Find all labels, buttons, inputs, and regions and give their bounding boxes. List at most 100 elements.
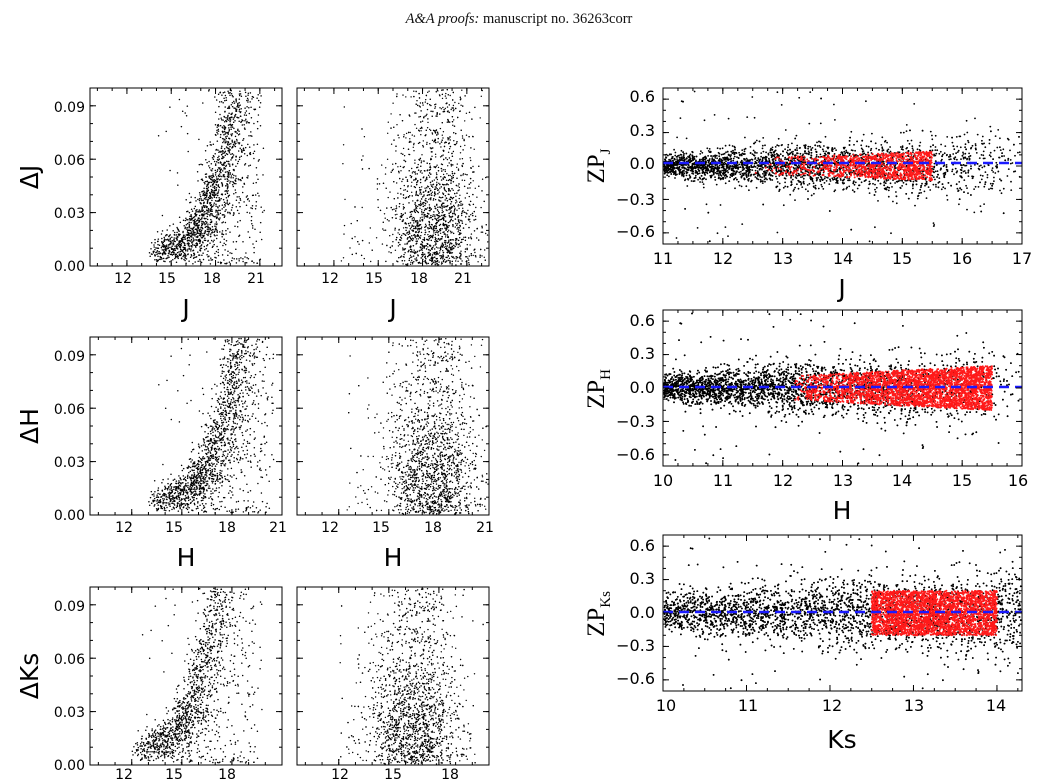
data-point [441, 90, 442, 91]
data-point [459, 187, 460, 188]
data-point [445, 93, 446, 94]
data-point [246, 484, 248, 486]
data-point [263, 358, 265, 360]
data-point [412, 134, 413, 135]
data-point [417, 220, 418, 221]
data-point [364, 136, 365, 137]
data-point [438, 264, 439, 265]
data-point [196, 211, 198, 213]
data-point [206, 192, 208, 194]
data-point [231, 437, 233, 439]
data-point [252, 195, 254, 197]
data-point [204, 249, 206, 251]
data-point [462, 166, 463, 167]
data-point [404, 223, 405, 224]
data-point [439, 107, 440, 108]
data-point [393, 139, 394, 140]
data-point [224, 202, 226, 204]
data-point [260, 206, 262, 208]
data-point [201, 222, 203, 224]
data-point [238, 385, 240, 387]
data-point [413, 238, 414, 239]
data-point [252, 511, 254, 513]
data-point [252, 208, 254, 210]
data-point [436, 134, 437, 135]
data-point [434, 241, 435, 242]
data-point [458, 215, 459, 216]
data-point [156, 260, 158, 262]
data-point [344, 106, 345, 107]
data-point [208, 255, 210, 257]
data-point [215, 211, 217, 213]
data-point [176, 232, 178, 234]
data-point [183, 225, 185, 227]
data-point [218, 162, 220, 164]
data-point [401, 215, 402, 216]
data-point [226, 165, 228, 167]
data-point [208, 187, 210, 189]
data-point [393, 209, 394, 210]
data-point [454, 212, 455, 213]
data-point [449, 179, 450, 180]
data-point [166, 380, 168, 382]
data-point [202, 237, 204, 239]
data-point [242, 124, 244, 126]
data-point [475, 216, 476, 217]
data-point [453, 239, 454, 240]
data-point [233, 241, 235, 243]
data-point [236, 386, 238, 388]
data-point [434, 206, 435, 207]
data-point [455, 144, 456, 145]
data-point [406, 243, 407, 244]
data-point [399, 178, 400, 179]
data-point [178, 235, 180, 237]
data-point [410, 247, 411, 248]
data-point [211, 502, 213, 504]
data-point [410, 257, 411, 258]
data-point [195, 210, 197, 212]
data-point [187, 151, 189, 153]
data-point [402, 179, 403, 180]
data-point [204, 444, 206, 446]
data-point [238, 196, 240, 198]
data-point [448, 194, 449, 195]
data-point [258, 114, 260, 116]
data-point [226, 412, 228, 414]
data-point [215, 194, 217, 196]
data-point [199, 200, 201, 202]
data-point [208, 427, 210, 429]
data-point [420, 110, 421, 111]
data-point [418, 130, 419, 131]
data-point [233, 101, 235, 103]
data-point [455, 226, 456, 227]
data-point [446, 209, 447, 210]
data-point [441, 170, 442, 171]
data-point [425, 232, 426, 233]
data-point [402, 249, 403, 250]
data-point [388, 251, 389, 252]
data-point [246, 114, 248, 116]
data-point [213, 144, 215, 146]
data-point [215, 200, 217, 202]
data-point [451, 249, 452, 250]
data-point [256, 97, 258, 99]
data-point [202, 180, 204, 182]
data-point [230, 128, 232, 130]
data-point [405, 264, 406, 265]
data-point [443, 224, 444, 225]
data-point [460, 105, 461, 106]
data-point [425, 180, 426, 181]
data-point [244, 120, 246, 122]
data-point [239, 110, 241, 112]
data-point [415, 228, 416, 229]
data-point [409, 233, 410, 234]
data-point [445, 190, 446, 191]
data-point [212, 168, 214, 170]
data-point [458, 219, 459, 220]
data-point [387, 133, 388, 134]
data-point [218, 129, 220, 131]
data-point [453, 177, 454, 178]
data-point [456, 185, 457, 186]
data-point [467, 187, 468, 188]
data-point [207, 228, 209, 230]
